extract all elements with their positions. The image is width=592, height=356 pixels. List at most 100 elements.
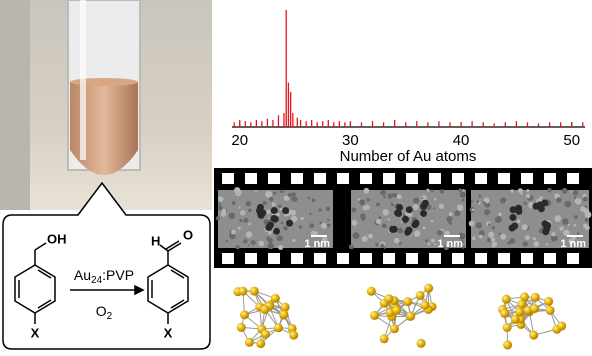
gold-atom: [289, 331, 298, 340]
sprocket-hole: [314, 253, 326, 264]
tem-noise: [479, 195, 482, 198]
sprocket-hole: [498, 253, 510, 264]
x-tick-label: 20: [231, 132, 248, 149]
tem-noise: [431, 220, 433, 222]
tem-noise: [232, 201, 236, 205]
gold-atom: [245, 338, 254, 347]
tem-noise: [539, 196, 542, 199]
tem-noise: [292, 239, 295, 242]
tem-noise: [585, 211, 592, 218]
tem-noise: [382, 224, 387, 229]
tem-noise: [384, 247, 386, 249]
sprocket-hole: [245, 173, 257, 184]
tem-noise: [312, 198, 316, 202]
gold-atom: [367, 287, 376, 296]
sprocket-hole: [429, 173, 441, 184]
tem-noise: [574, 224, 577, 227]
tem-atom: [510, 206, 517, 213]
tem-atom: [267, 222, 274, 229]
tem-noise: [243, 239, 247, 243]
tem-noise: [255, 190, 257, 192]
tem-noise: [425, 239, 428, 242]
sprocket-hole: [337, 173, 349, 184]
tem-noise: [387, 193, 392, 198]
tem-noise: [382, 209, 389, 216]
tem-noise: [552, 236, 555, 239]
sprocket-hole: [360, 253, 372, 264]
tem-noise: [284, 214, 286, 216]
tem-noise: [284, 196, 289, 201]
sprocket-hole: [268, 173, 280, 184]
tem-noise: [291, 196, 296, 201]
tem-atom: [405, 227, 412, 234]
sprocket-hole: [314, 173, 326, 184]
tem-noise: [554, 194, 556, 196]
tem-noise: [283, 226, 287, 230]
tem-noise: [248, 244, 250, 246]
tem-noise: [309, 223, 314, 228]
sprocket-hole: [475, 253, 487, 264]
sprocket-hole: [291, 173, 303, 184]
tem-noise: [434, 243, 436, 245]
tem-noise: [476, 200, 479, 203]
tem-noise: [391, 203, 394, 206]
tem-noise: [226, 240, 228, 242]
tem-noise: [248, 223, 251, 226]
tem-noise: [551, 232, 555, 236]
tem-noise: [460, 192, 466, 198]
sprocket-hole: [521, 173, 533, 184]
tem-noise: [359, 199, 365, 205]
tem-noise: [476, 222, 482, 228]
gold-atom: [530, 304, 539, 313]
tem-noise: [263, 201, 267, 205]
tem-noise: [500, 234, 506, 240]
tem-noise: [320, 222, 322, 224]
sprocket-hole: [567, 253, 579, 264]
substituent: X: [31, 325, 40, 340]
x-axis-label: Number of Au atoms: [340, 148, 477, 165]
tem-noise: [321, 223, 327, 229]
aldehyde-h: H: [151, 233, 160, 248]
tem-noise: [327, 219, 329, 221]
sprocket-hole: [521, 253, 533, 264]
tem-noise: [218, 196, 224, 202]
tem-atom: [422, 200, 429, 207]
gold-atom: [390, 324, 399, 333]
tem-noise: [378, 217, 380, 219]
tem-noise: [269, 197, 273, 201]
tem-noise: [471, 200, 473, 202]
tem-noise: [574, 196, 577, 199]
sprocket-hole: [360, 173, 372, 184]
tem-noise: [488, 232, 494, 238]
tem-noise: [413, 204, 419, 210]
sprocket-hole: [245, 253, 257, 264]
gold-atom: [417, 339, 426, 348]
gold-atom: [384, 294, 393, 303]
tem-noise: [266, 210, 271, 215]
tem-noise: [585, 218, 589, 222]
tem-noise: [431, 190, 434, 193]
tem-atom: [282, 207, 289, 214]
tem-atom: [273, 228, 280, 235]
tem-atom: [541, 200, 548, 207]
tem-noise: [457, 204, 463, 210]
tem-noise: [376, 202, 380, 206]
tem-noise: [394, 238, 400, 244]
tem-noise: [585, 225, 590, 230]
gold-atom: [250, 287, 259, 296]
tem-noise: [299, 225, 302, 228]
tem-atom: [258, 212, 265, 219]
tem-noise: [240, 210, 245, 215]
tem-noise: [326, 207, 330, 211]
sprocket-hole: [452, 253, 464, 264]
tem-noise: [368, 234, 373, 239]
tem-noise: [522, 224, 528, 230]
tem-noise: [309, 213, 311, 215]
tem-noise: [575, 198, 582, 205]
tem-noise: [439, 204, 444, 209]
tem-atom: [402, 216, 409, 223]
gold-atom: [261, 330, 270, 339]
tem-noise: [574, 215, 578, 219]
tem-noise: [491, 237, 496, 242]
